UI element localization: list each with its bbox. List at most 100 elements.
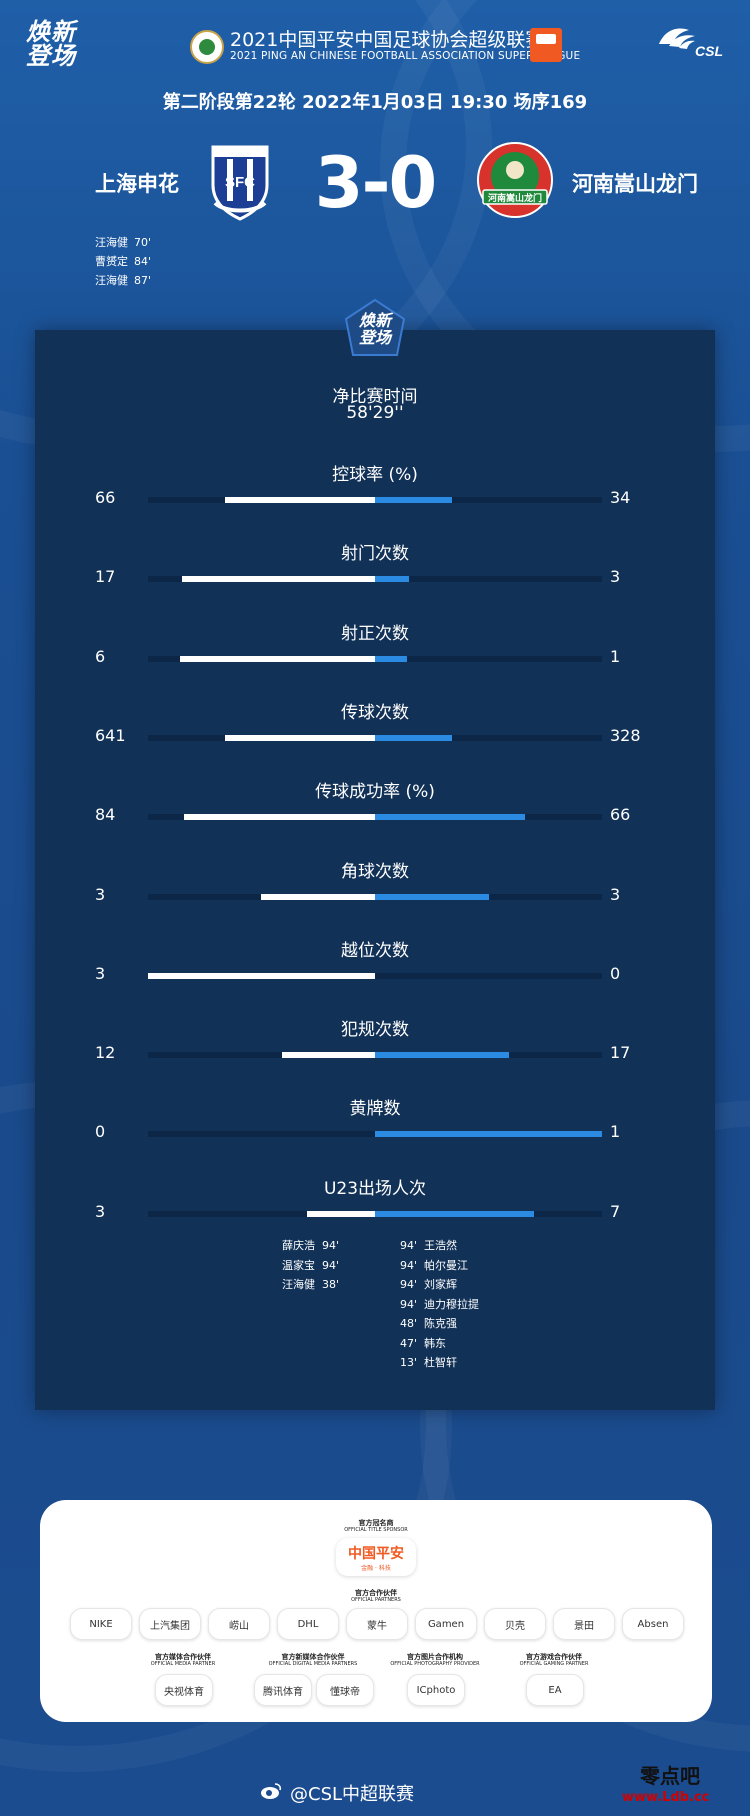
stat-label: 犯规次数 (341, 1020, 409, 1040)
stat-label: 控球率 (%) (332, 465, 418, 485)
title-sponsor-caption-en: OFFICIAL TITLE SPONSOR (344, 1527, 408, 1533)
away-stat-value: 66 (610, 805, 631, 824)
away-stat-bar (375, 735, 452, 741)
home-scorers: 汪海健 70' 曹赟定 84' 汪海健 87' (95, 233, 151, 290)
u23-minute: 94' (322, 1258, 340, 1272)
u23-minute: 48' (400, 1317, 418, 1330)
league-title-en: 2021 PING AN CHINESE FOOTBALL ASSOCIATIO… (230, 50, 581, 62)
home-stat-bar (261, 894, 375, 900)
u23-away-row: 94' 王浩然 (400, 1236, 479, 1256)
partner-logo[interactable]: 蒙牛 (346, 1608, 408, 1640)
u23-player-name: 温家宝 (282, 1258, 315, 1272)
partner-logo[interactable]: Absen (622, 1608, 684, 1640)
away-stat-bar (375, 1131, 602, 1137)
stats-panel (35, 330, 715, 1410)
title-sponsor-caption: 官方冠名商 (358, 1519, 394, 1527)
site-watermark-url: www.Ldb.cc (622, 1790, 710, 1805)
home-stat-bar (282, 1052, 375, 1058)
scorer-name: 汪海健 (95, 274, 128, 287)
u23-away-list: 94' 王浩然 94' 帕尔曼江 94' 刘家辉 94' 迪力穆拉提 48' 陈… (400, 1236, 479, 1373)
scorer-name: 曹赟定 (95, 255, 128, 268)
u23-minute: 38' (322, 1278, 340, 1291)
away-stat-bar (375, 497, 452, 503)
away-stat-value: 7 (610, 1202, 621, 1221)
partner-logo[interactable]: 贝壳 (484, 1608, 546, 1640)
u23-home-row: 汪海健 38' (282, 1275, 339, 1295)
title-sponsor-sub: 金融 · 科技 (361, 1565, 391, 1572)
weibo-handle[interactable]: @CSL中超联赛 (290, 1784, 415, 1805)
scorer-minute: 70' (134, 236, 152, 249)
u23-player-name: 帕尔曼江 (424, 1258, 469, 1272)
partner-logo[interactable]: ICphoto (407, 1674, 465, 1706)
score: 3-0 (314, 142, 437, 224)
csl-logo: CSL (659, 28, 723, 59)
away-stat-value: 1 (610, 1122, 621, 1141)
away-stat-value: 34 (610, 488, 631, 507)
scorer-name: 汪海健 (95, 236, 128, 249)
brand-mark: 焕新 登场 (26, 18, 76, 70)
u23-away-row: 94' 刘家辉 (400, 1275, 479, 1295)
partner-group-caption-en: OFFICIAL GAMING PARTNER (519, 1661, 589, 1667)
panel-badge-text: 焕新 登场 (358, 311, 391, 347)
home-stat-value: 641 (95, 726, 126, 745)
partner-logo[interactable]: 腾讯体育 (254, 1674, 312, 1706)
partner-logo[interactable]: DHL (277, 1608, 339, 1640)
stat-label: 射门次数 (341, 544, 409, 564)
net-time-value: 58'29'' (346, 403, 404, 423)
csl-logo-text: CSL (695, 43, 723, 59)
u23-minute: 94' (400, 1278, 418, 1291)
u23-minute: 47' (400, 1336, 418, 1350)
stat-label: 传球次数 (341, 703, 409, 723)
away-stat-bar (375, 1052, 509, 1058)
away-stat-bar (375, 1211, 534, 1217)
home-stat-value: 17 (95, 567, 116, 586)
home-stat-value: 6 (95, 647, 106, 666)
home-stat-bar (225, 497, 375, 503)
u23-minute: 94' (400, 1297, 418, 1311)
partner-logo[interactable]: 景田 (553, 1608, 615, 1640)
partner-logo[interactable]: EA (526, 1674, 584, 1706)
u23-away-row: 47' 韩东 (400, 1334, 479, 1354)
away-stat-bar (375, 656, 407, 662)
league-title: 2021中国平安中国足球协会超级联赛 (230, 29, 545, 51)
partner-logo[interactable]: 上汽集团 (139, 1608, 201, 1640)
scorer-row: 汪海健 87' (95, 271, 151, 290)
home-stat-bar (182, 576, 375, 582)
partner-logo[interactable]: 崂山 (208, 1608, 270, 1640)
shenhua-crest-text: SFC (225, 174, 255, 191)
partner-logo[interactable]: NIKE (70, 1608, 132, 1640)
u23-player-name: 韩东 (424, 1336, 447, 1350)
partner-logo[interactable]: Gamen (415, 1608, 477, 1640)
partner-group-caption-en: OFFICIAL DIGITAL MEDIA PARTNERS (268, 1661, 358, 1667)
home-stat-value: 3 (95, 1202, 106, 1221)
u23-minute: 94' (322, 1239, 340, 1252)
away-stat-bar (375, 576, 409, 582)
u23-minute: 94' (400, 1239, 418, 1252)
u23-away-row: 48' 陈克强 (400, 1314, 479, 1334)
official-partners-caption-en: OFFICIAL PARTNERS (351, 1597, 401, 1603)
henan-crest-text: 河南嵩山龙门 (488, 192, 542, 204)
home-stat-bar (225, 735, 375, 741)
u23-minute: 94' (400, 1258, 418, 1272)
official-partners-caption: 官方合作伙伴 (355, 1589, 397, 1597)
home-stat-bar (184, 814, 375, 820)
stat-label: 传球成功率 (%) (315, 782, 435, 802)
partner-group-caption: 官方新媒体合作伙伴 (281, 1653, 345, 1661)
away-stat-value: 328 (610, 726, 641, 745)
away-stat-value: 3 (610, 885, 621, 904)
stat-label: U23出场人次 (323, 1179, 427, 1199)
home-stat-value: 3 (95, 964, 106, 983)
stat-label: 越位次数 (341, 941, 409, 961)
u23-home-row: 薛庆浩 94' (282, 1236, 339, 1256)
partner-logo[interactable]: 央视体育 (155, 1674, 213, 1706)
title-sponsor-logo[interactable]: 中国平安 金融 · 科技 (336, 1538, 416, 1576)
net-time-label: 净比赛时间 (332, 387, 418, 407)
u23-player-name: 陈克强 (424, 1317, 458, 1330)
scorer-row: 汪海健 70' (95, 233, 151, 252)
partner-logo[interactable]: 懂球帝 (316, 1674, 374, 1706)
u23-away-row: 94' 迪力穆拉提 (400, 1295, 479, 1315)
title-sponsor-name: 中国平安 (348, 1546, 404, 1562)
home-stat-bar (307, 1211, 375, 1217)
away-stat-value: 0 (610, 964, 621, 983)
scorer-minute: 87' (134, 274, 152, 287)
